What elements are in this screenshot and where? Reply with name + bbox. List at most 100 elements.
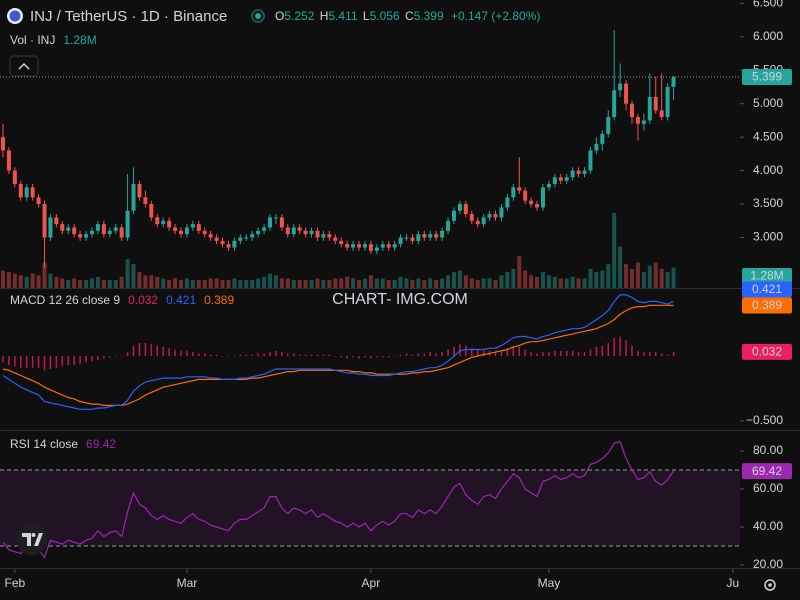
candle-body xyxy=(268,217,273,228)
candle-body xyxy=(493,214,498,218)
plot-area: 3.0003.5004.0004.5005.0005.5006.0006.500… xyxy=(0,0,792,590)
candle-body xyxy=(398,237,403,245)
candle-body xyxy=(131,183,136,211)
volume-bar xyxy=(297,280,302,288)
volume-bar xyxy=(618,246,623,288)
candle-body xyxy=(232,240,237,248)
volume-bar xyxy=(161,278,166,288)
volume-bar xyxy=(95,276,100,288)
candle-body xyxy=(588,150,593,171)
macd-histogram-bar xyxy=(61,356,64,367)
volume-bar xyxy=(582,278,587,288)
candle-body xyxy=(54,217,59,225)
candle-body xyxy=(671,77,676,87)
candle-body xyxy=(635,117,640,124)
candle-body xyxy=(48,217,53,238)
volume-bar xyxy=(440,278,445,288)
macd-histogram-bar xyxy=(625,340,627,357)
macd-histogram-bar xyxy=(619,336,621,357)
rsi-value: 69.42 xyxy=(86,437,116,451)
macd-histogram-bar xyxy=(595,346,598,357)
macd-legend: MACD 12 26 close 9 0.032 0.421 0.389 xyxy=(10,293,234,307)
volume-bar xyxy=(641,272,646,288)
ohlc-value: 5.411 xyxy=(328,9,357,23)
volume-bar xyxy=(351,278,356,288)
candle-body xyxy=(95,224,100,231)
volume-bar xyxy=(137,272,142,288)
candle-body xyxy=(434,234,439,238)
macd-histogram-bar xyxy=(672,351,675,357)
status-dot xyxy=(255,13,261,19)
volume-bar xyxy=(362,278,367,288)
candle-body xyxy=(196,224,201,231)
macd-histogram-bar xyxy=(156,345,159,357)
macd-histogram-bar xyxy=(114,356,117,357)
candle-body xyxy=(582,170,587,174)
macd-histogram-bar xyxy=(209,354,212,357)
candle-body xyxy=(315,230,320,238)
volume-bar xyxy=(226,280,231,288)
volume-bar xyxy=(546,275,551,288)
macd-histogram-bar xyxy=(577,352,580,357)
candle-body xyxy=(18,183,23,198)
candle-body xyxy=(351,244,356,248)
volume-bar xyxy=(345,276,350,288)
candle-body xyxy=(641,120,646,124)
macd-signal-value: 0.389 xyxy=(204,293,234,307)
candle-body xyxy=(321,234,326,238)
candle-body xyxy=(475,220,480,225)
volume-bar xyxy=(535,276,540,288)
macd-histogram-bar xyxy=(352,356,354,358)
volume-bar xyxy=(487,278,492,288)
macd-name: MACD 12 26 close 9 xyxy=(10,293,120,307)
volume-tag xyxy=(742,268,792,284)
macd-histogram-bar xyxy=(453,346,455,357)
macd-histogram-bar xyxy=(654,352,657,357)
candle-body xyxy=(410,237,415,241)
macd-histogram-bar xyxy=(168,348,170,357)
volume-bar xyxy=(268,273,273,288)
macd-signal-tag xyxy=(742,297,792,314)
ohlc-value: 5.056 xyxy=(370,9,400,23)
macd-histogram-bar xyxy=(666,354,669,357)
candle-body xyxy=(357,244,362,248)
macd-histogram-bar xyxy=(97,356,99,360)
candle-body xyxy=(101,224,106,235)
macd-line xyxy=(2,294,674,410)
volume-bar xyxy=(374,278,379,288)
candle-body xyxy=(612,90,617,118)
macd-histogram-bar xyxy=(239,354,242,357)
volume-bar xyxy=(529,275,534,288)
candle-body xyxy=(24,187,29,198)
settings-button[interactable] xyxy=(764,579,776,591)
macd-histogram-bar xyxy=(150,344,153,357)
volume-bar xyxy=(671,267,676,288)
candle-body xyxy=(463,204,468,215)
change: +0.147 (+2.80%) xyxy=(451,9,540,23)
y-tick-label: 5.000 xyxy=(753,96,783,110)
macd-histogram-bar xyxy=(174,349,176,357)
volume-bar xyxy=(647,265,652,288)
candle-body xyxy=(60,224,65,231)
volume-bar xyxy=(588,268,593,288)
candle-body xyxy=(78,234,83,238)
candle-body xyxy=(250,234,255,238)
volume-bar xyxy=(78,280,83,288)
macd-histogram-bar xyxy=(601,345,604,357)
macd-histogram-bar xyxy=(393,356,396,357)
volume-bar xyxy=(315,278,320,288)
macd-histogram-bar xyxy=(358,356,360,359)
volume-bar xyxy=(232,278,237,288)
macd-histogram-bar xyxy=(476,349,479,357)
volume-bar xyxy=(178,280,183,288)
candle-body xyxy=(647,97,652,121)
volume-bar xyxy=(606,264,611,288)
macd-histogram-tag-label: 0.032 xyxy=(752,345,782,359)
candle-body xyxy=(481,217,486,225)
macd-histogram-bar xyxy=(281,352,283,357)
rsi-name: RSI 14 close xyxy=(10,437,78,451)
macd-histogram-bar xyxy=(85,356,87,363)
collapse-button[interactable] xyxy=(9,55,39,77)
macd-histogram-bar xyxy=(192,352,194,357)
